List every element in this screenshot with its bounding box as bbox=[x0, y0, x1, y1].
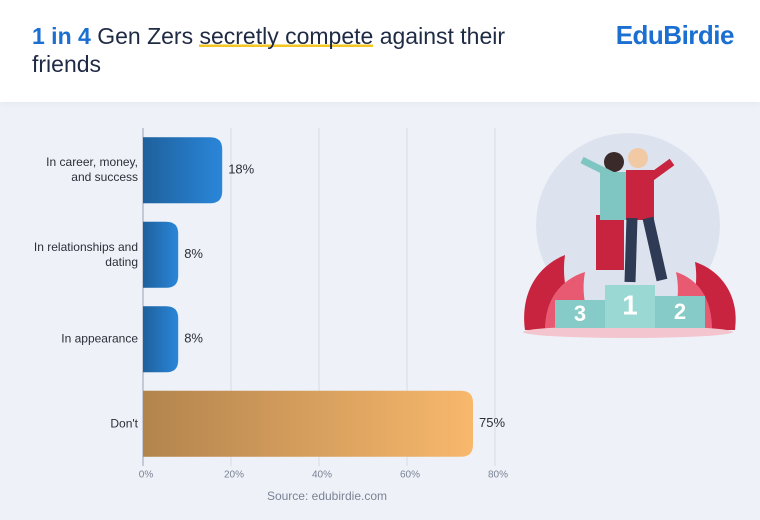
x-tick-label: 80% bbox=[488, 470, 508, 481]
header: 1 in 4 Gen Zers secretly compete against… bbox=[0, 0, 760, 102]
title-underlined: secretly compete bbox=[199, 23, 374, 49]
figure bbox=[624, 216, 668, 283]
x-tick-label: 0% bbox=[139, 470, 154, 481]
shadow bbox=[523, 326, 733, 338]
value-label: 18% bbox=[228, 162, 254, 177]
figure bbox=[600, 172, 626, 220]
logo: EduBirdie bbox=[615, 20, 735, 50]
figure bbox=[626, 170, 654, 220]
title-text: Gen Zers bbox=[97, 23, 194, 49]
bar-shade bbox=[143, 137, 223, 204]
figure bbox=[604, 152, 624, 172]
figure bbox=[628, 148, 648, 168]
podium-number: 3 bbox=[574, 301, 586, 326]
title: 1 in 4 Gen Zers secretly compete against… bbox=[32, 22, 522, 78]
value-label: 8% bbox=[184, 246, 203, 261]
title-highlight: 1 in 4 bbox=[32, 23, 91, 49]
value-label: 75% bbox=[479, 415, 505, 430]
bar-shade bbox=[143, 306, 179, 373]
bar-shade bbox=[143, 221, 179, 288]
x-tick-label: 20% bbox=[224, 470, 244, 481]
figure bbox=[647, 158, 675, 182]
bar-shade bbox=[143, 390, 473, 457]
category-label: In career, money, and success bbox=[46, 155, 138, 185]
x-tick-label: 60% bbox=[400, 470, 420, 481]
source: Source: edubirdie.com bbox=[267, 489, 387, 503]
x-tick-label: 40% bbox=[312, 470, 332, 481]
category-label: In relationships and dating bbox=[33, 239, 138, 269]
figure bbox=[580, 156, 614, 179]
podium-3 bbox=[555, 300, 605, 328]
title-text: against their friends bbox=[32, 23, 506, 77]
category-label: Don't bbox=[110, 416, 138, 431]
podium-number: 2 bbox=[674, 299, 686, 324]
illustration: 3 1 2 bbox=[523, 133, 736, 338]
figure bbox=[596, 215, 624, 270]
value-label: 8% bbox=[184, 331, 203, 346]
podium-number: 1 bbox=[622, 289, 638, 320]
podium-1 bbox=[605, 285, 655, 328]
category-label: In appearance bbox=[61, 331, 138, 346]
podium-2 bbox=[655, 296, 705, 328]
